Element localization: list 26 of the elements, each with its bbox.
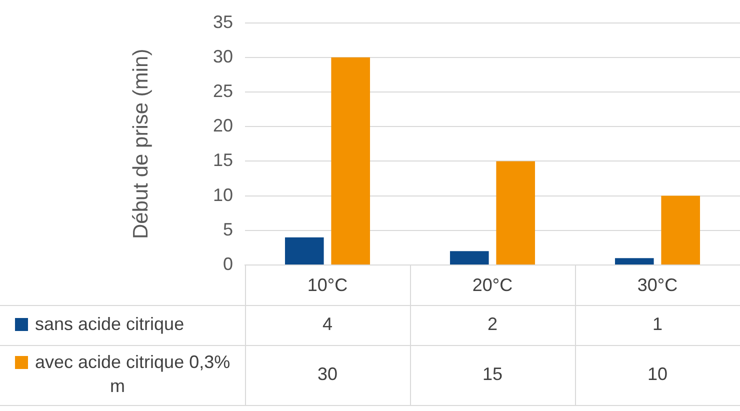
- y-tick-label: 35: [212, 12, 233, 32]
- x-tick-label: 30°C: [637, 274, 678, 295]
- data-label: 2: [487, 314, 498, 334]
- y-tick-label: 30: [212, 46, 233, 66]
- data-label: 10: [647, 364, 668, 384]
- bar: [284, 237, 324, 264]
- legend-label: avec acide citrique 0,3% m: [35, 352, 230, 396]
- bar: [496, 161, 536, 264]
- y-tick-label: 15: [212, 150, 233, 170]
- y-tick-label: 25: [212, 80, 233, 101]
- y-tick-label: 0: [222, 254, 233, 274]
- y-tick-label: 20: [212, 116, 233, 136]
- legend-label: sans acide citrique: [35, 314, 184, 334]
- bar: [450, 251, 489, 264]
- data-label: 4: [322, 314, 333, 334]
- bar: [331, 57, 370, 264]
- bar: [614, 258, 654, 264]
- x-tick-label: 20°C: [472, 274, 513, 295]
- y-tick-label: 5: [222, 219, 233, 240]
- data-label: 1: [652, 314, 663, 334]
- bar: [661, 196, 700, 264]
- data-label: 30: [317, 364, 338, 384]
- data-label: 15: [482, 364, 503, 384]
- y-axis-title: Début de prise (min): [129, 48, 152, 240]
- y-tick-label: 10: [212, 184, 233, 205]
- x-tick-label: 10°C: [307, 274, 348, 295]
